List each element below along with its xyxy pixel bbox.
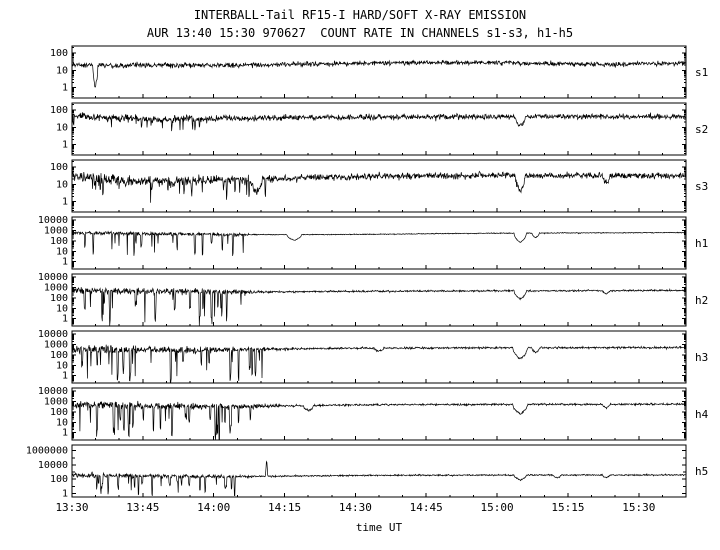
y-tick-label: 10	[56, 303, 68, 314]
panel-s2-frame	[71, 102, 687, 156]
trace-h2	[71, 286, 687, 326]
trace-h3	[71, 344, 687, 383]
y-tick-label: 10000	[38, 215, 68, 226]
x-tick-label: 15:00	[481, 501, 514, 514]
panel-label-s3: s3	[695, 180, 708, 193]
panel-s3-frame	[71, 159, 687, 213]
y-tick-label: 10	[56, 417, 68, 428]
y-tick-label: 10000	[38, 272, 68, 283]
y-tick-label: 1	[62, 428, 68, 439]
panel-h4-frame	[71, 387, 687, 441]
x-tick-label: 14:30	[339, 501, 372, 514]
panel-label-h5: h5	[695, 465, 708, 478]
x-axis-label: time UT	[355, 521, 403, 534]
panel-h2-frame	[71, 273, 687, 327]
y-tick-label: 1	[62, 83, 68, 94]
panel-label-s1: s1	[695, 66, 708, 79]
panel-label-h3: h3	[695, 351, 708, 364]
panel-s1-frame	[71, 45, 687, 99]
y-tick-label: 100	[50, 474, 68, 485]
chart-title: INTERBALL-Tail RF15-I HARD/SOFT X-RAY EM…	[193, 8, 527, 22]
x-tick-label: 13:30	[55, 501, 88, 514]
y-tick-label: 100	[50, 407, 68, 418]
y-tick-label: 100	[50, 105, 68, 116]
y-tick-label: 1	[62, 257, 68, 268]
panel-h5-frame	[71, 444, 687, 498]
y-tick-label: 100	[50, 236, 68, 247]
x-tick-label: 14:45	[410, 501, 443, 514]
y-tick-label: 10	[56, 246, 68, 257]
x-tick-label: 14:15	[268, 501, 301, 514]
panel-label-s2: s2	[695, 123, 708, 136]
x-tick-label: 15:30	[622, 501, 655, 514]
y-tick-label: 10	[56, 122, 68, 133]
y-tick-label: 1	[62, 371, 68, 382]
trace-h4	[71, 400, 687, 440]
y-tick-label: 10	[56, 179, 68, 190]
y-tick-label: 10	[56, 360, 68, 371]
y-tick-label: 1000000	[26, 446, 68, 457]
chart-subtitle: AUR 13:40 15:30 970627 COUNT RATE IN CHA…	[146, 26, 574, 40]
panel-label-h2: h2	[695, 294, 708, 307]
y-tick-label: 1000	[44, 340, 68, 351]
y-tick-label: 1	[62, 314, 68, 325]
y-tick-label: 10000	[38, 386, 68, 397]
y-tick-label: 1000	[44, 283, 68, 294]
trace-h1	[71, 230, 687, 256]
panel-h1-frame	[71, 216, 687, 270]
y-tick-label: 100	[50, 48, 68, 59]
y-tick-label: 10	[56, 65, 68, 76]
panel-label-h1: h1	[695, 237, 708, 250]
y-tick-label: 1	[62, 140, 68, 151]
trace-s2	[71, 112, 687, 132]
y-tick-label: 1000	[44, 397, 68, 408]
trace-s3	[71, 170, 687, 203]
trace-h5	[71, 460, 687, 497]
y-tick-label: 1	[62, 488, 68, 499]
y-tick-label: 1	[62, 197, 68, 208]
x-tick-label: 14:00	[197, 501, 230, 514]
y-tick-label: 100	[50, 293, 68, 304]
y-tick-label: 100	[50, 162, 68, 173]
trace-s1	[71, 59, 687, 88]
y-tick-label: 1000	[44, 226, 68, 237]
panel-label-h4: h4	[695, 408, 709, 421]
y-tick-label: 100	[50, 350, 68, 361]
y-tick-label: 10000	[38, 460, 68, 471]
x-tick-label: 13:45	[126, 501, 159, 514]
x-tick-label: 15:15	[551, 501, 584, 514]
panel-h3-frame	[71, 330, 687, 384]
y-tick-label: 10000	[38, 329, 68, 340]
